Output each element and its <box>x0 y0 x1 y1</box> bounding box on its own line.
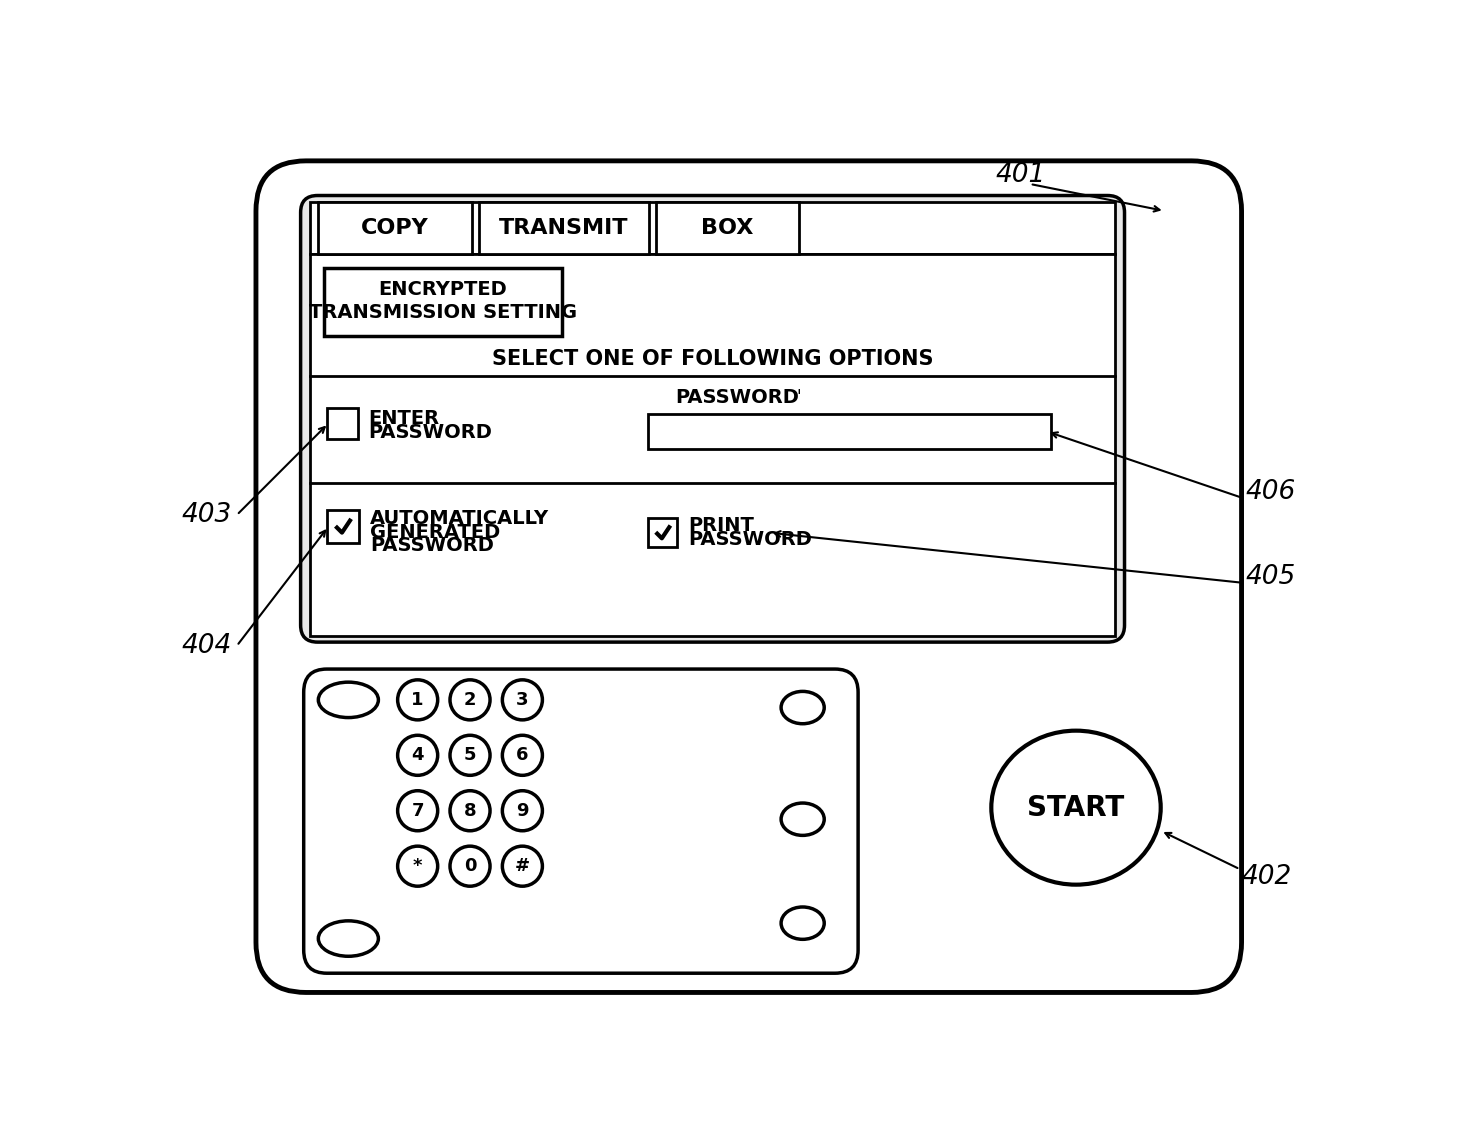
Ellipse shape <box>318 682 378 718</box>
Text: 406: 406 <box>1246 479 1296 505</box>
Bar <box>324 267 562 335</box>
Text: PRINT: PRINT <box>688 517 754 535</box>
Ellipse shape <box>782 691 824 723</box>
Text: PASSWORD: PASSWORD <box>370 536 493 556</box>
Text: SELECT ONE OF FOLLOWING OPTIONS: SELECT ONE OF FOLLOWING OPTIONS <box>492 349 934 369</box>
Text: PASSWORD: PASSWORD <box>675 388 799 406</box>
Circle shape <box>398 680 438 720</box>
Text: PASSWORD: PASSWORD <box>688 530 813 549</box>
Text: 5: 5 <box>464 746 476 765</box>
Text: START: START <box>1028 793 1124 822</box>
Text: COPY: COPY <box>360 218 429 238</box>
Circle shape <box>449 735 490 775</box>
Bar <box>656 202 799 254</box>
Text: 0: 0 <box>464 858 476 875</box>
Bar <box>326 408 357 439</box>
Bar <box>310 202 1116 254</box>
Text: ENCRYPTED: ENCRYPTED <box>379 280 508 298</box>
Text: *: * <box>413 858 423 875</box>
Text: 8: 8 <box>464 801 476 820</box>
Circle shape <box>449 846 490 886</box>
Text: GENERATED: GENERATED <box>370 522 501 542</box>
Text: TRANSMISSION SETTING: TRANSMISSION SETTING <box>309 303 577 323</box>
Bar <box>326 511 359 543</box>
Bar <box>318 202 471 254</box>
Bar <box>479 202 649 254</box>
FancyBboxPatch shape <box>303 669 858 974</box>
Ellipse shape <box>318 921 378 956</box>
Text: 402: 402 <box>1241 864 1291 890</box>
Circle shape <box>398 735 438 775</box>
Text: 6: 6 <box>517 746 529 765</box>
FancyBboxPatch shape <box>300 195 1124 642</box>
Text: BOX: BOX <box>701 218 754 238</box>
Circle shape <box>502 846 542 886</box>
Text: TRANSMIT: TRANSMIT <box>499 218 628 238</box>
Circle shape <box>449 791 490 831</box>
Circle shape <box>502 680 542 720</box>
Circle shape <box>449 680 490 720</box>
FancyBboxPatch shape <box>256 161 1241 993</box>
Text: AUTOMATICALLY: AUTOMATICALLY <box>370 509 549 528</box>
Text: 4: 4 <box>411 746 425 765</box>
Circle shape <box>398 846 438 886</box>
Ellipse shape <box>782 907 824 939</box>
Bar <box>649 414 1051 449</box>
Text: 7: 7 <box>411 801 425 820</box>
Circle shape <box>502 791 542 831</box>
Circle shape <box>398 791 438 831</box>
Bar <box>649 518 678 548</box>
Text: 3: 3 <box>517 691 529 708</box>
Ellipse shape <box>991 730 1161 885</box>
Text: 2: 2 <box>464 691 476 708</box>
Text: ENTER: ENTER <box>369 410 439 428</box>
Text: 405: 405 <box>1246 564 1296 590</box>
Text: 401: 401 <box>996 162 1045 188</box>
Text: 404: 404 <box>182 633 231 659</box>
Ellipse shape <box>782 804 824 836</box>
Text: 1: 1 <box>411 691 425 708</box>
Circle shape <box>502 735 542 775</box>
Text: 9: 9 <box>517 801 529 820</box>
Bar <box>310 254 1116 636</box>
Text: ': ' <box>796 388 801 406</box>
Text: 403: 403 <box>182 502 231 528</box>
Text: #: # <box>515 858 530 875</box>
Text: PASSWORD: PASSWORD <box>369 424 492 442</box>
